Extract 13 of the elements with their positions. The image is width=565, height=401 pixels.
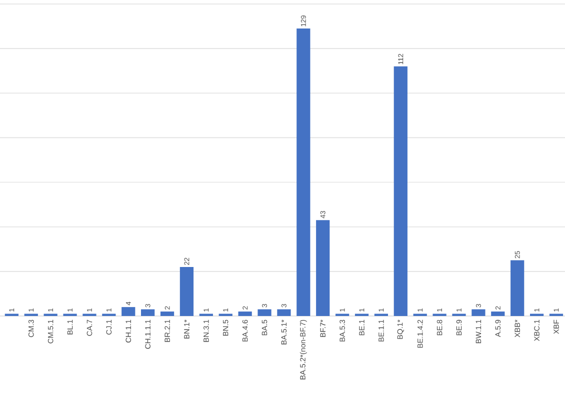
bar (296, 28, 310, 316)
bar (258, 309, 272, 316)
bar (180, 266, 194, 316)
bar (316, 220, 330, 316)
bar (277, 309, 291, 316)
bar (160, 312, 174, 316)
bar (394, 66, 408, 316)
bar (122, 307, 136, 316)
bar (472, 309, 486, 316)
bar (491, 312, 505, 316)
bar (141, 309, 155, 316)
bar (510, 260, 524, 316)
bar (238, 312, 252, 316)
